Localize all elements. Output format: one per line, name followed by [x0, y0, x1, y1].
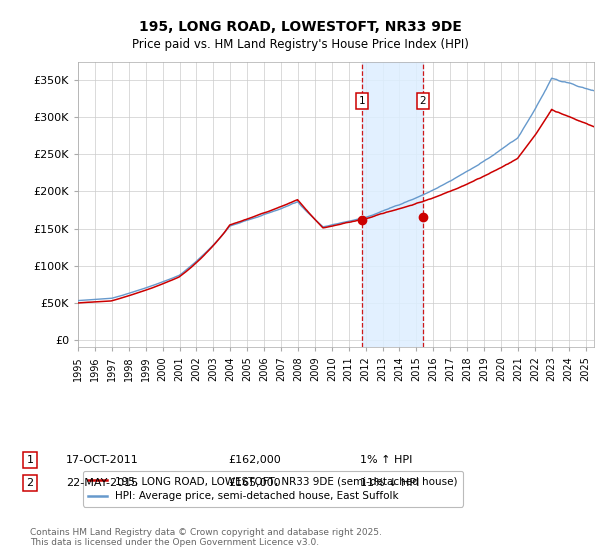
Legend: 195, LONG ROAD, LOWESTOFT, NR33 9DE (semi-detached house), HPI: Average price, s: 195, LONG ROAD, LOWESTOFT, NR33 9DE (sem… — [83, 471, 463, 507]
Text: 2: 2 — [419, 96, 426, 106]
Text: 195, LONG ROAD, LOWESTOFT, NR33 9DE: 195, LONG ROAD, LOWESTOFT, NR33 9DE — [139, 20, 461, 34]
Text: 1: 1 — [26, 455, 34, 465]
Text: 11% ↓ HPI: 11% ↓ HPI — [360, 478, 419, 488]
Text: 22-MAY-2015: 22-MAY-2015 — [66, 478, 138, 488]
Text: 2: 2 — [26, 478, 34, 488]
Bar — [362, 62, 423, 347]
Text: 1% ↑ HPI: 1% ↑ HPI — [360, 455, 412, 465]
Text: Price paid vs. HM Land Registry's House Price Index (HPI): Price paid vs. HM Land Registry's House … — [131, 38, 469, 50]
Text: £165,000: £165,000 — [228, 478, 281, 488]
Text: 1: 1 — [359, 96, 365, 106]
Text: £162,000: £162,000 — [228, 455, 281, 465]
Text: Contains HM Land Registry data © Crown copyright and database right 2025.
This d: Contains HM Land Registry data © Crown c… — [30, 528, 382, 547]
Text: 17-OCT-2011: 17-OCT-2011 — [66, 455, 139, 465]
